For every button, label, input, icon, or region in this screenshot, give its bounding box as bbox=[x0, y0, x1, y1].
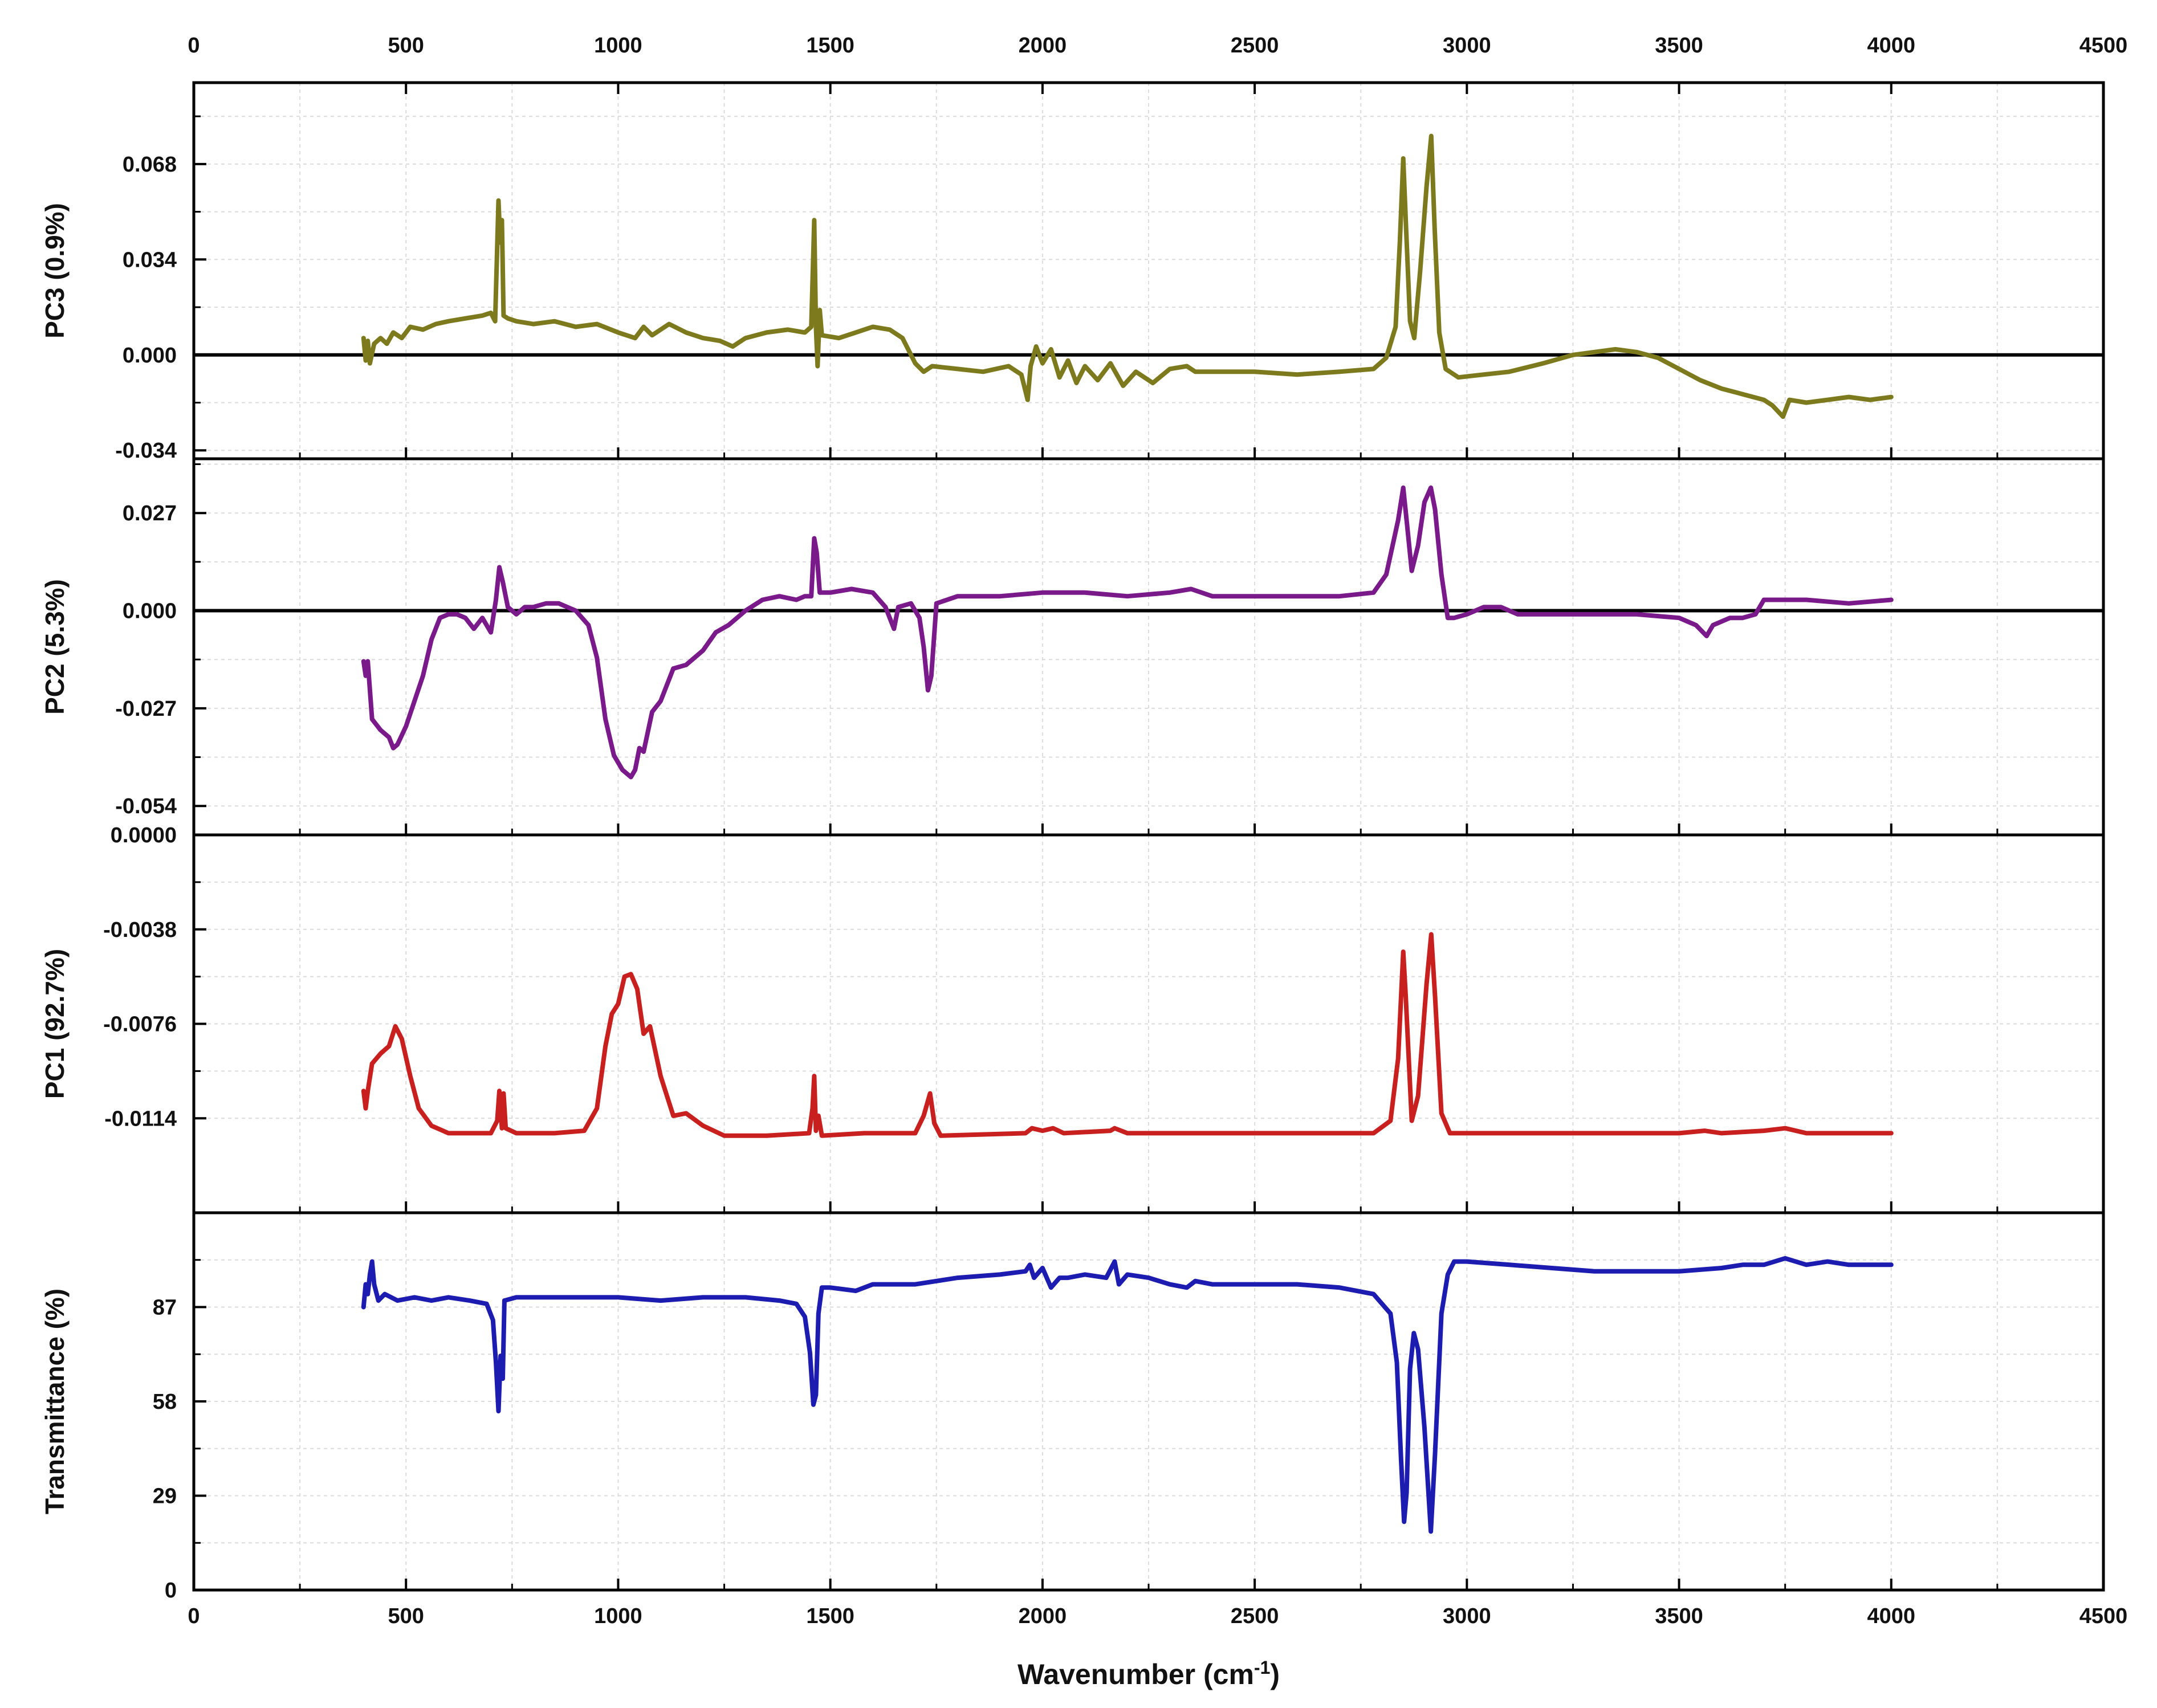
transmittance-series-line bbox=[361, 1255, 1894, 1534]
pc2-series-line bbox=[361, 485, 1894, 780]
xtick-label-bottom: 1500 bbox=[806, 1604, 854, 1628]
tick-layer bbox=[193, 83, 2105, 1591]
xtick-label-top: 0 bbox=[188, 34, 200, 58]
x-axis-title: Wavenumber (cm-1) bbox=[1018, 1657, 1280, 1690]
xtick-label-top: 1000 bbox=[594, 34, 642, 58]
pc3-ytick-label: 0.000 bbox=[123, 344, 177, 368]
pc2-ytick-label: -0.054 bbox=[115, 794, 177, 818]
xtick-label-top: 500 bbox=[388, 34, 424, 58]
xtick-label-bottom: 3500 bbox=[1655, 1604, 1703, 1628]
pc1-ytick-label: -0.0114 bbox=[104, 1107, 177, 1131]
xtick-label-bottom: 4500 bbox=[2079, 1604, 2128, 1628]
xtick-label-top: 3000 bbox=[1443, 34, 1491, 58]
xtick-label-bottom: 4000 bbox=[1867, 1604, 1916, 1628]
xtick-label-top: 2500 bbox=[1231, 34, 1279, 58]
xtick-label-top: 4500 bbox=[2079, 34, 2128, 58]
pc1-y-axis-title: PC1 (92.7%) bbox=[40, 949, 70, 1099]
pc3-y-axis-title: PC3 (0.9%) bbox=[40, 203, 70, 339]
pc2-y-axis-title: PC2 (5.3%) bbox=[40, 579, 70, 715]
pc2-ytick-label: -0.027 bbox=[115, 697, 177, 721]
transmittance-y-axis-title: Transmittance (%) bbox=[40, 1289, 70, 1514]
xtick-label-top: 4000 bbox=[1867, 34, 1916, 58]
xtick-label-bottom: 2500 bbox=[1231, 1604, 1279, 1628]
transmittance-ytick-label: 87 bbox=[153, 1296, 177, 1320]
transmittance-ytick-label: 0 bbox=[165, 1579, 177, 1603]
xtick-label-bottom: 500 bbox=[388, 1604, 424, 1628]
xtick-label-top: 2000 bbox=[1019, 34, 1067, 58]
xtick-label-bottom: 1000 bbox=[594, 1604, 642, 1628]
pc3-ytick-label: -0.034 bbox=[115, 439, 177, 463]
pc1-ytick-label: -0.0038 bbox=[103, 918, 177, 942]
pc2-ytick-label: 0.000 bbox=[123, 600, 177, 623]
pc3-ytick-label: 0.068 bbox=[123, 153, 177, 177]
transmittance-ytick-label: 58 bbox=[153, 1390, 177, 1414]
transmittance-ytick-label: 29 bbox=[153, 1485, 177, 1509]
pc1-ytick-label: -0.0076 bbox=[103, 1013, 177, 1037]
pc2-ytick-label: 0.027 bbox=[123, 502, 177, 525]
series-layer bbox=[361, 133, 1894, 1534]
pc1-series-line bbox=[361, 932, 1894, 1138]
xtick-label-top: 1500 bbox=[806, 34, 854, 58]
pc1-ytick-label: 0.0000 bbox=[111, 824, 177, 847]
xtick-label-top: 3500 bbox=[1655, 34, 1703, 58]
pc3-series-line bbox=[361, 133, 1894, 419]
xtick-label-bottom: 2000 bbox=[1019, 1604, 1067, 1628]
label-layer: -0.034 0.000 0.034 0.068 PC3 (0.9%) -0.054 -0.… bbox=[40, 34, 2127, 1628]
pc3-ytick-label: 0.034 bbox=[123, 248, 177, 272]
xtick-label-bottom: 3000 bbox=[1443, 1604, 1491, 1628]
xtick-label-bottom: 0 bbox=[188, 1604, 200, 1628]
